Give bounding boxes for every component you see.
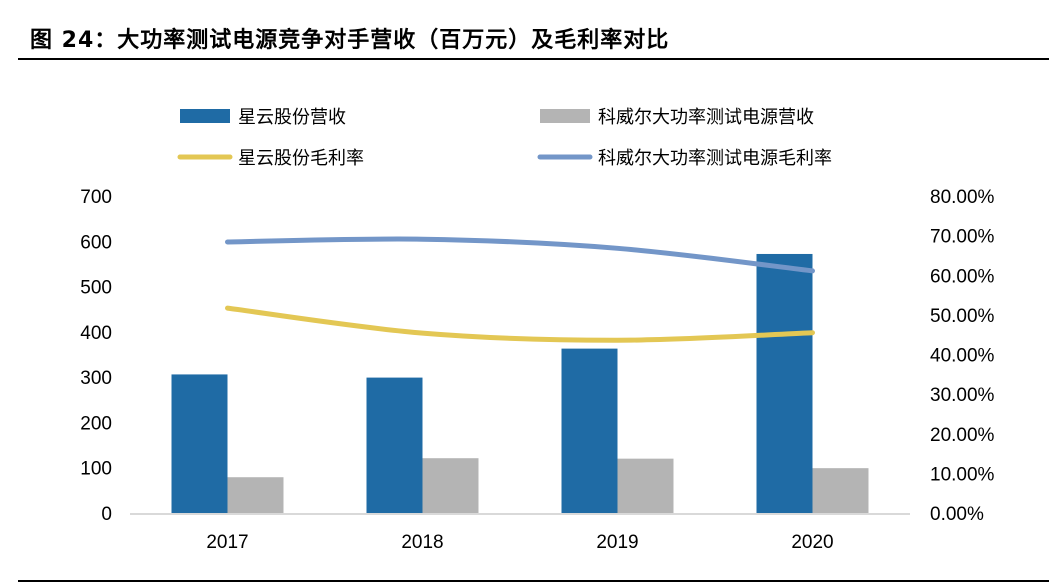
- y-right-tick-label: 10.00%: [930, 464, 995, 485]
- legend-swatch: [540, 109, 590, 123]
- y-right-tick-label: 40.00%: [930, 346, 995, 367]
- legend-label: 科威尔大功率测试电源毛利率: [598, 148, 832, 169]
- y-right-tick-label: 60.00%: [930, 266, 995, 287]
- y-right-tick-label: 0.00%: [930, 504, 984, 525]
- bottom-rule: [18, 580, 1049, 582]
- bar-kewei-revenue: [617, 458, 674, 513]
- bar-kewei-revenue: [422, 458, 479, 513]
- y-left-tick-label: 400: [80, 323, 112, 344]
- legend-label: 星云股份毛利率: [238, 148, 364, 169]
- figure-title: 图 24：大功率测试电源竞争对手营收（百万元）及毛利率对比: [30, 28, 670, 53]
- y-left-tick-label: 200: [80, 413, 112, 434]
- y-right-tick-label: 20.00%: [930, 425, 995, 446]
- y-right-tick-label: 30.00%: [930, 385, 995, 406]
- line-kewei-margin: [225, 236, 815, 274]
- x-tick-label: 2020: [791, 532, 833, 553]
- bar-xingyun-revenue: [171, 374, 228, 513]
- y-left-tick-label: 700: [80, 187, 112, 208]
- legend-swatch: [180, 109, 230, 123]
- bar-xingyun-revenue: [756, 253, 813, 514]
- line-xingyun-margin: [225, 305, 815, 343]
- bar-kewei-revenue: [812, 468, 869, 513]
- y-right-tick-label: 70.00%: [930, 227, 995, 248]
- x-tick-label: 2019: [596, 532, 638, 553]
- title-rule: [18, 58, 1049, 60]
- y-left-tick-label: 600: [80, 232, 112, 253]
- x-tick-label: 2017: [206, 532, 248, 553]
- bar-xingyun-revenue: [561, 348, 618, 513]
- y-left-tick-label: 300: [80, 368, 112, 389]
- x-tick-label: 2018: [401, 532, 443, 553]
- legend-label: 星云股份营收: [238, 107, 346, 128]
- y-right-tick-label: 80.00%: [930, 187, 995, 208]
- y-right-tick-label: 50.00%: [930, 306, 995, 327]
- legend-label: 科威尔大功率测试电源营收: [598, 107, 814, 128]
- y-left-tick-label: 100: [80, 459, 112, 480]
- y-left-tick-label: 500: [80, 278, 112, 299]
- y-left-tick-label: 0: [101, 504, 112, 525]
- bar-kewei-revenue: [227, 477, 284, 513]
- bar-xingyun-revenue: [366, 377, 423, 513]
